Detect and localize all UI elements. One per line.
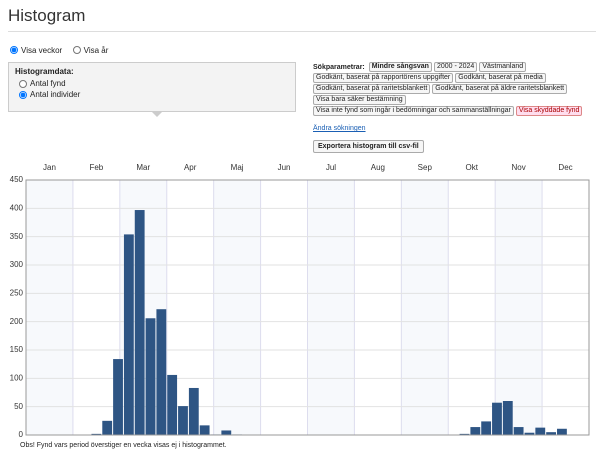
bar — [492, 402, 502, 435]
month-band — [260, 180, 308, 435]
month-label: Aug — [371, 163, 385, 172]
search-tag: Godkänt, baserat på media — [455, 73, 546, 83]
month-label: Apr — [184, 163, 197, 172]
search-tag: 2000 - 2024 — [433, 62, 478, 72]
radio-label: Antal fynd — [30, 79, 66, 88]
y-tick-label: 250 — [10, 288, 24, 297]
page-title: Histogram — [8, 6, 86, 25]
bar — [134, 210, 145, 435]
box-pointer — [152, 112, 162, 117]
radio[interactable] — [19, 90, 27, 99]
month-label: Nov — [512, 163, 526, 172]
month-band — [354, 180, 402, 435]
bar — [91, 433, 102, 435]
view-options: Visa veckor Visa år — [10, 41, 114, 59]
bar — [535, 427, 546, 435]
bar — [156, 309, 167, 435]
bar — [481, 421, 492, 435]
radio[interactable] — [19, 79, 27, 88]
search-tag: Västmanland — [479, 62, 527, 72]
month-band — [72, 180, 120, 435]
search-label: Sökparametrar: — [313, 63, 365, 71]
bar — [459, 433, 470, 435]
month-label: Jul — [326, 163, 336, 172]
y-tick-label: 50 — [14, 402, 23, 411]
box-title: Histogramdata: — [15, 67, 74, 76]
chart: Jan Feb Mar Apr Maj Jun Jul Aug Sep Okt Nov Dec 0 50 1… — [10, 163, 590, 439]
month-label: Okt — [465, 163, 478, 172]
radio-option[interactable]: Visa år — [72, 45, 109, 55]
bar — [546, 432, 557, 435]
month-band — [307, 180, 355, 435]
search-tag: Godkänt, baserat på raritetsblankett — [313, 84, 431, 94]
y-tick-label: 100 — [10, 373, 24, 382]
bar — [145, 318, 156, 435]
search-tag: Visa skyddade fynd — [515, 106, 583, 116]
export-button[interactable]: Exportera histogram till csv-fil — [313, 140, 424, 153]
y-tick-label: 0 — [19, 430, 24, 439]
divider — [8, 31, 596, 32]
search-tag: Godkänt, baserat på äldre raritetsblanke… — [432, 84, 568, 94]
bar — [199, 425, 210, 435]
bar — [470, 427, 481, 435]
search-tag: Mindre sångsvan — [368, 62, 432, 72]
y-tick-label: 200 — [10, 317, 24, 326]
month-band — [542, 180, 589, 435]
bar — [557, 428, 567, 435]
month-band — [401, 180, 449, 435]
bar — [102, 420, 113, 435]
bar — [524, 432, 535, 435]
bar — [167, 374, 178, 435]
y-tick-label: 300 — [10, 260, 24, 269]
month-band — [495, 180, 543, 435]
radio-option[interactable]: Visa veckor — [10, 46, 62, 55]
month-band — [448, 180, 496, 435]
radio-label: Visa år — [83, 45, 109, 55]
search-parameters: Sökparametrar: Mindre sångsvan 2000 - 202… — [313, 62, 598, 116]
bar — [513, 427, 524, 435]
histogram-data-box: Histogramdata: Antal fynd Antal individe… — [8, 62, 296, 112]
y-tick-label: 450 — [10, 175, 24, 184]
footnote: Obs! Fynd vars period överstiger en veck… — [20, 442, 227, 449]
month-label: Mar — [136, 163, 150, 172]
radio-label: Visa veckor — [21, 45, 63, 55]
radio-label: Antal individer — [30, 90, 81, 99]
bar — [221, 430, 232, 435]
month-band — [213, 180, 261, 435]
search-tag: Visa inte fynd som ingår i bedömningar o… — [313, 106, 514, 116]
bar — [123, 234, 134, 435]
search-tag: Godkänt, baserat på rapportörens uppgift… — [313, 73, 454, 83]
radio[interactable] — [10, 46, 18, 54]
plot-border — [25, 179, 590, 436]
month-label: Jan — [43, 163, 56, 172]
month-label: Dec — [558, 163, 572, 172]
radio-option[interactable]: Antal fynd — [19, 79, 289, 88]
bar — [178, 406, 188, 435]
y-tick-label: 400 — [10, 203, 24, 212]
bar — [113, 359, 123, 435]
month-label: Sep — [418, 163, 433, 172]
radio[interactable] — [72, 46, 81, 54]
month-band — [26, 180, 73, 435]
bar — [188, 387, 199, 435]
y-tick-label: 150 — [10, 345, 24, 354]
radio-option[interactable]: Antal individer — [19, 90, 289, 99]
month-label: Maj — [231, 163, 244, 172]
y-tick-label: 350 — [10, 232, 24, 241]
month-label: Jun — [278, 163, 291, 172]
month-label: Feb — [89, 163, 103, 172]
bar — [502, 401, 513, 435]
search-tag: Visa bara säker bestämning — [313, 95, 406, 105]
edit-search-link[interactable]: Ändra sökningen — [313, 125, 366, 132]
